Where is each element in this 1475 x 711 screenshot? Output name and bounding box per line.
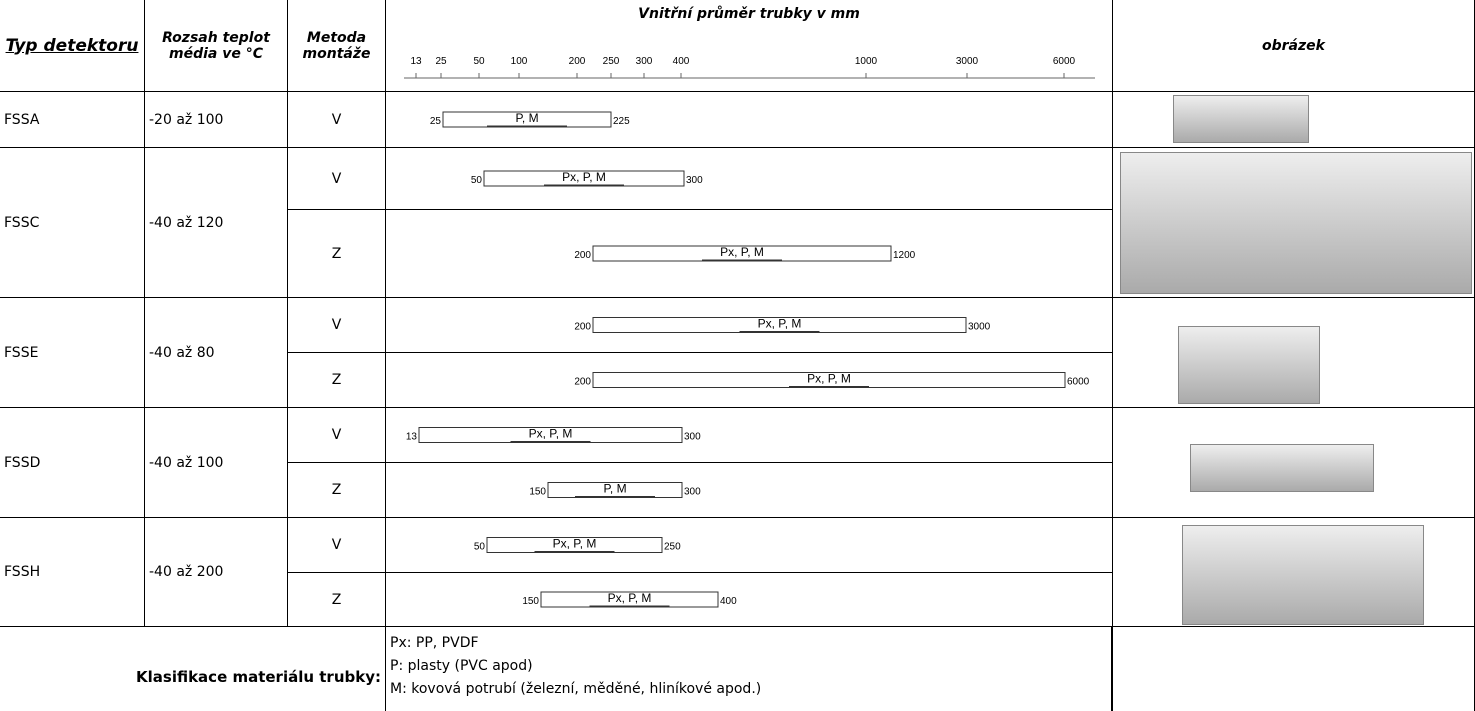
axis-tick-label: 200 — [569, 56, 586, 67]
range-min: 200 — [574, 322, 591, 333]
range-max: 400 — [720, 596, 737, 607]
range-min: 150 — [522, 596, 539, 607]
materials: P, M — [603, 482, 626, 496]
range-max: 1200 — [893, 250, 916, 261]
range-max: 300 — [684, 487, 701, 498]
axis-tick-label: 1000 — [855, 56, 878, 67]
axis-tick-label: 6000 — [1053, 56, 1076, 67]
axis-tick-label: 400 — [673, 56, 690, 67]
axis-tick-label: 3000 — [956, 56, 979, 67]
range-max: 300 — [684, 432, 701, 443]
materials: Px, P, M — [562, 170, 606, 184]
axis-tick-label: 50 — [473, 56, 485, 67]
materials: Px, P, M — [529, 427, 573, 441]
materials: Px, P, M — [553, 537, 597, 551]
axis-tick-label: 25 — [435, 56, 447, 67]
materials: Px, P, M — [608, 591, 652, 605]
range-min: 50 — [471, 175, 483, 186]
materials: Px, P, M — [807, 372, 851, 386]
materials: Px, P, M — [758, 317, 802, 331]
axis-tick-label: 250 — [603, 56, 620, 67]
range-max: 250 — [664, 542, 681, 553]
range-min: 13 — [406, 432, 418, 443]
range-min: 200 — [574, 250, 591, 261]
axis-tick-label: 300 — [636, 56, 653, 67]
range-min: 50 — [474, 542, 486, 553]
range-max: 300 — [686, 175, 703, 186]
page: Typ detektoruRozsah teplot média ve °CMe… — [0, 0, 1475, 711]
overlay: 13 25 50 100 200 250 300 400 1000 3000 6000 25 225 P,… — [0, 0, 1475, 711]
axis-tick-label: 100 — [511, 56, 528, 67]
range-max: 6000 — [1067, 377, 1090, 388]
range-max: 3000 — [968, 322, 991, 333]
range-min: 25 — [430, 116, 442, 127]
range-min: 150 — [529, 487, 546, 498]
range-min: 200 — [574, 377, 591, 388]
materials: P, M — [515, 111, 538, 125]
range-max: 225 — [613, 116, 630, 127]
axis-tick-label: 13 — [410, 56, 422, 67]
materials: Px, P, M — [720, 245, 764, 259]
